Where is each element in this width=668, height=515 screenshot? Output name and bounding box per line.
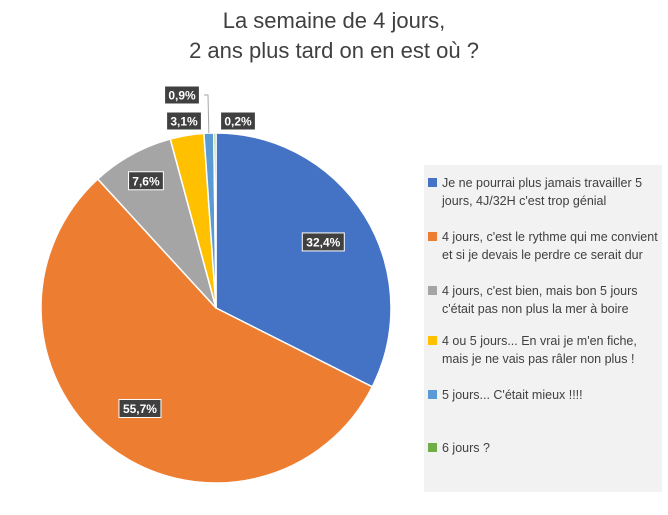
data-label-five-days-better: 0,9% [164, 85, 200, 105]
legend-item-dont-care: 4 ou 5 jours... En vrai je m'en fiche, m… [428, 332, 660, 368]
data-label-four-days-suits-me: 55,7% [118, 398, 162, 418]
data-label-box [301, 232, 345, 252]
data-label-text: 55,7% [123, 402, 157, 416]
data-label-box [166, 111, 202, 131]
data-label-box [164, 85, 200, 105]
chart-title-line-1: La semaine de 4 jours, [222, 8, 446, 33]
legend-item-five-days-better: 5 jours... C'était mieux !!!! [428, 386, 660, 404]
data-label-box [220, 111, 256, 131]
data-label-four-days-fine: 7,6% [128, 171, 164, 191]
legend-item-four-days-fine: 4 jours, c'est bien, mais bon 5 jours c'… [428, 282, 660, 318]
legend-label: 4 jours, c'est le rythme qui me convient… [442, 230, 658, 262]
data-label-text: 3,1% [170, 115, 198, 129]
legend-swatch [428, 286, 437, 295]
data-label-six-days: 0,2% [220, 111, 256, 131]
legend-label: 4 ou 5 jours... En vrai je m'en fiche, m… [442, 334, 637, 366]
pie-slice-never-five-days [215, 132, 392, 388]
legend-swatch [428, 443, 437, 452]
legend-label: 4 jours, c'est bien, mais bon 5 jours c'… [442, 284, 638, 316]
legend-item-six-days: 6 jours ? [428, 439, 660, 457]
data-label-never-five-days: 32,4% [301, 232, 345, 252]
legend-label: Je ne pourrai plus jamais travailler 5 j… [442, 176, 643, 208]
legend-item-four-days-suits-me: 4 jours, c'est le rythme qui me convient… [428, 228, 660, 264]
legend-swatch [428, 232, 437, 241]
chart-legend: Je ne pourrai plus jamais travailler 5 j… [424, 165, 662, 492]
chart-title-line-2: 2 ans plus tard on en est où ? [189, 38, 479, 63]
legend-label: 6 jours ? [442, 441, 490, 455]
pie-slice-six-days [213, 132, 217, 309]
legend-item-never-five-days: Je ne pourrai plus jamais travailler 5 j… [428, 174, 660, 210]
data-label-box [118, 398, 162, 418]
legend-label: 5 jours... C'était mieux !!!! [442, 388, 583, 402]
data-label-dont-care: 3,1% [166, 111, 202, 131]
data-label-text: 32,4% [306, 235, 340, 249]
data-label-text: 0,2% [224, 115, 252, 129]
data-label-text: 0,9% [168, 89, 196, 103]
leader-line-five-days-better [204, 94, 210, 134]
legend-swatch [428, 178, 437, 187]
data-label-text: 7,6% [132, 174, 160, 188]
legend-swatch [428, 336, 437, 345]
legend-swatch [428, 390, 437, 399]
data-label-box [128, 171, 164, 191]
